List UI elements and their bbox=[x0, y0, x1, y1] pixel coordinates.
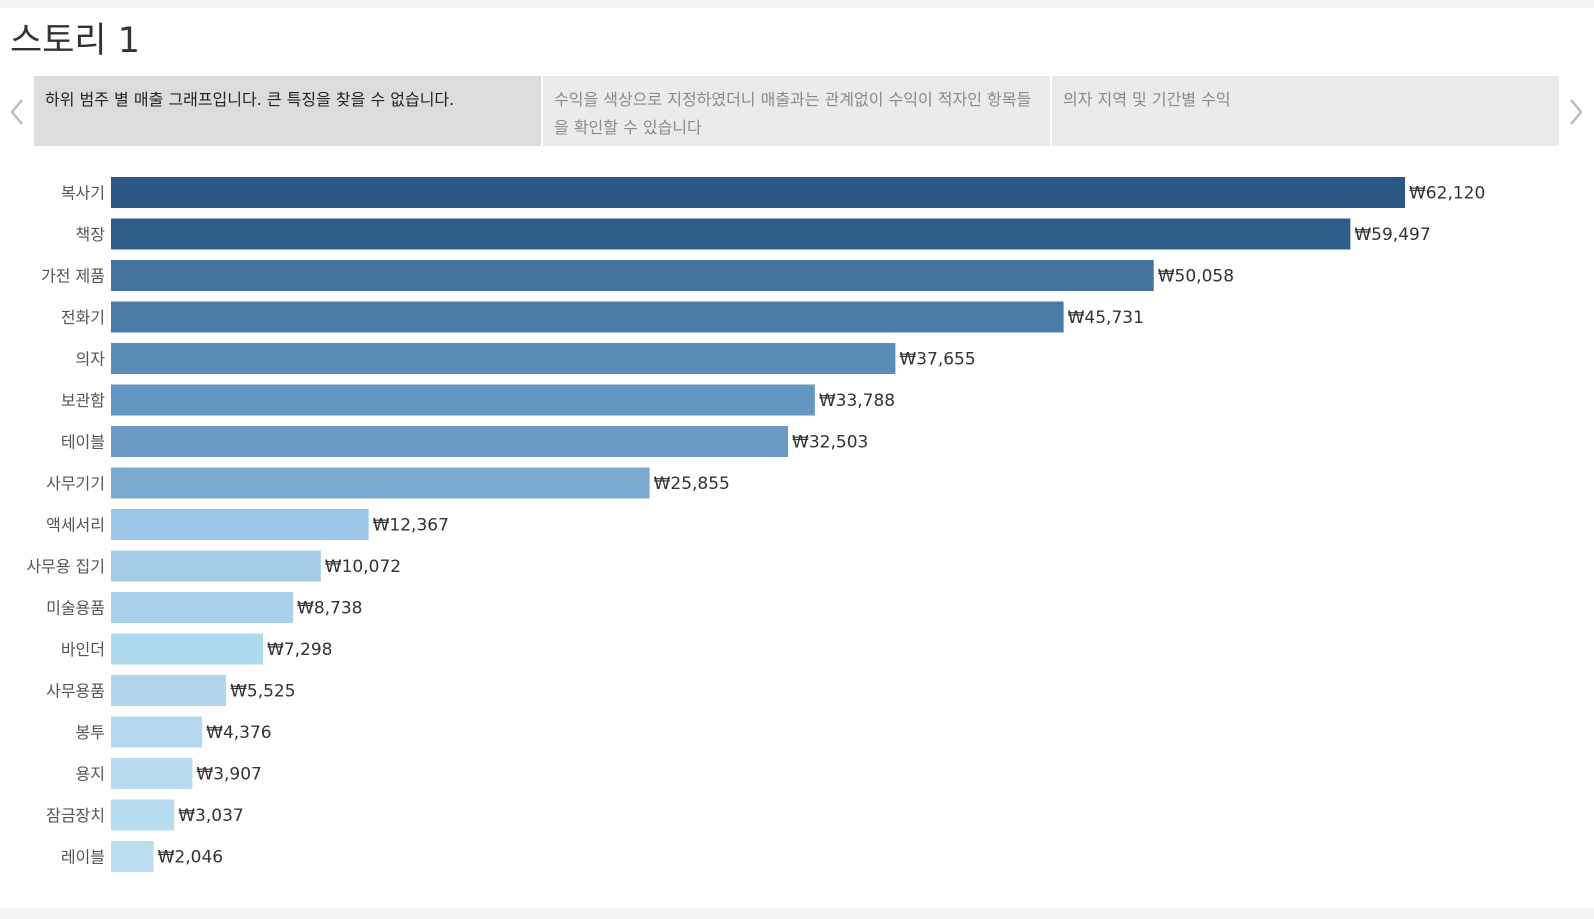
category-label-1: 복사기 bbox=[61, 184, 105, 203]
value-label-8: ₩25,855 bbox=[654, 474, 730, 494]
category-label-10: 사무용 집기 bbox=[26, 557, 105, 576]
value-label-2: ₩59,497 bbox=[1354, 225, 1430, 245]
bar-16[interactable] bbox=[111, 799, 175, 831]
category-label-11: 미술용품 bbox=[46, 599, 105, 618]
story-point-tab-3-label: 의자 지역 및 기간별 수익 bbox=[1063, 90, 1231, 109]
story-point-tabs: 하위 범주 별 매출 그래프입니다. 큰 특징을 찾을 수 없습니다. 수익을 … bbox=[34, 76, 1559, 146]
value-label-16: ₩3,037 bbox=[178, 806, 243, 826]
value-label-9: ₩12,367 bbox=[373, 516, 449, 536]
bar-3[interactable] bbox=[111, 260, 1154, 291]
value-label-10: ₩10,072 bbox=[325, 557, 401, 577]
story-point-tab-3[interactable]: 의자 지역 및 기간별 수익 bbox=[1052, 76, 1559, 146]
bar-12[interactable] bbox=[111, 633, 264, 665]
story-page: 스토리 1 하위 범주 별 매출 그래프입니다. 큰 특징을 찾을 수 없습니다… bbox=[0, 8, 1594, 908]
bar-10[interactable] bbox=[111, 550, 321, 582]
story-title: 스토리 1 bbox=[10, 21, 140, 61]
bar-13[interactable] bbox=[111, 675, 227, 706]
value-label-4: ₩45,731 bbox=[1068, 308, 1144, 328]
value-label-7: ₩32,503 bbox=[792, 433, 868, 453]
bar-17[interactable] bbox=[111, 841, 154, 872]
story-point-tab-2[interactable]: 수익을 색상으로 지정하였더니 매출과는 관계없이 수익이 적자인 항목들을 확… bbox=[543, 76, 1050, 146]
story-point-tab-1-label: 하위 범주 별 매출 그래프입니다. 큰 특징을 찾을 수 없습니다. bbox=[45, 90, 455, 109]
chevron-right-icon bbox=[1570, 99, 1583, 125]
value-label-13: ₩5,525 bbox=[230, 682, 295, 702]
category-label-12: 바인더 bbox=[61, 640, 105, 659]
sales-by-subcategory-chart: 복사기 ₩62,120 책장 ₩59,497 가전 제품 ₩50,058 전화기 ₩45,73… bbox=[0, 168, 1594, 903]
value-label-11: ₩8,738 bbox=[297, 599, 362, 619]
category-label-14: 봉투 bbox=[76, 723, 105, 742]
category-label-17: 레이블 bbox=[61, 848, 105, 867]
value-label-17: ₩2,046 bbox=[158, 848, 223, 868]
category-label-13: 사무용품 bbox=[46, 682, 105, 701]
prev-story-point-button[interactable] bbox=[0, 78, 34, 146]
category-label-15: 용지 bbox=[76, 765, 105, 784]
bar-6[interactable] bbox=[111, 384, 815, 416]
category-label-9: 액세서리 bbox=[46, 516, 105, 535]
bar-9[interactable] bbox=[111, 509, 369, 540]
value-label-6: ₩33,788 bbox=[819, 391, 895, 411]
category-label-8: 사무기기 bbox=[46, 474, 105, 493]
value-label-5: ₩37,655 bbox=[899, 350, 975, 370]
bar-4[interactable] bbox=[111, 301, 1064, 333]
bar-14[interactable] bbox=[111, 716, 203, 748]
category-label-16: 잠금장치 bbox=[46, 806, 105, 825]
bar-5[interactable] bbox=[111, 343, 896, 374]
value-label-1: ₩62,120 bbox=[1409, 184, 1485, 204]
value-label-15: ₩3,907 bbox=[196, 765, 261, 785]
category-label-5: 의자 bbox=[76, 350, 106, 369]
value-label-14: ₩4,376 bbox=[206, 723, 271, 743]
story-point-tab-2-label: 수익을 색상으로 지정하였더니 매출과는 관계없이 수익이 적자인 항목들을 확… bbox=[554, 90, 1032, 137]
bar-1[interactable] bbox=[111, 177, 1405, 208]
story-point-tab-1[interactable]: 하위 범주 별 매출 그래프입니다. 큰 특징을 찾을 수 없습니다. bbox=[34, 76, 541, 146]
value-label-12: ₩7,298 bbox=[267, 640, 332, 660]
category-label-7: 테이블 bbox=[61, 433, 105, 452]
category-label-2: 책장 bbox=[76, 225, 106, 244]
next-story-point-button[interactable] bbox=[1559, 78, 1593, 146]
bar-2[interactable] bbox=[111, 218, 1351, 250]
chevron-left-icon bbox=[10, 99, 23, 125]
bar-11[interactable] bbox=[111, 592, 294, 623]
value-label-3: ₩50,058 bbox=[1158, 267, 1234, 287]
bar-15[interactable] bbox=[111, 758, 193, 789]
bar-chart-svg: 복사기 ₩62,120 책장 ₩59,497 가전 제품 ₩50,058 전화기 ₩45,73… bbox=[26, 177, 1485, 872]
bar-8[interactable] bbox=[111, 467, 650, 499]
category-label-3: 가전 제품 bbox=[41, 267, 105, 286]
category-label-4: 전화기 bbox=[61, 308, 105, 327]
bar-7[interactable] bbox=[111, 426, 789, 457]
category-label-6: 보관함 bbox=[61, 391, 105, 410]
